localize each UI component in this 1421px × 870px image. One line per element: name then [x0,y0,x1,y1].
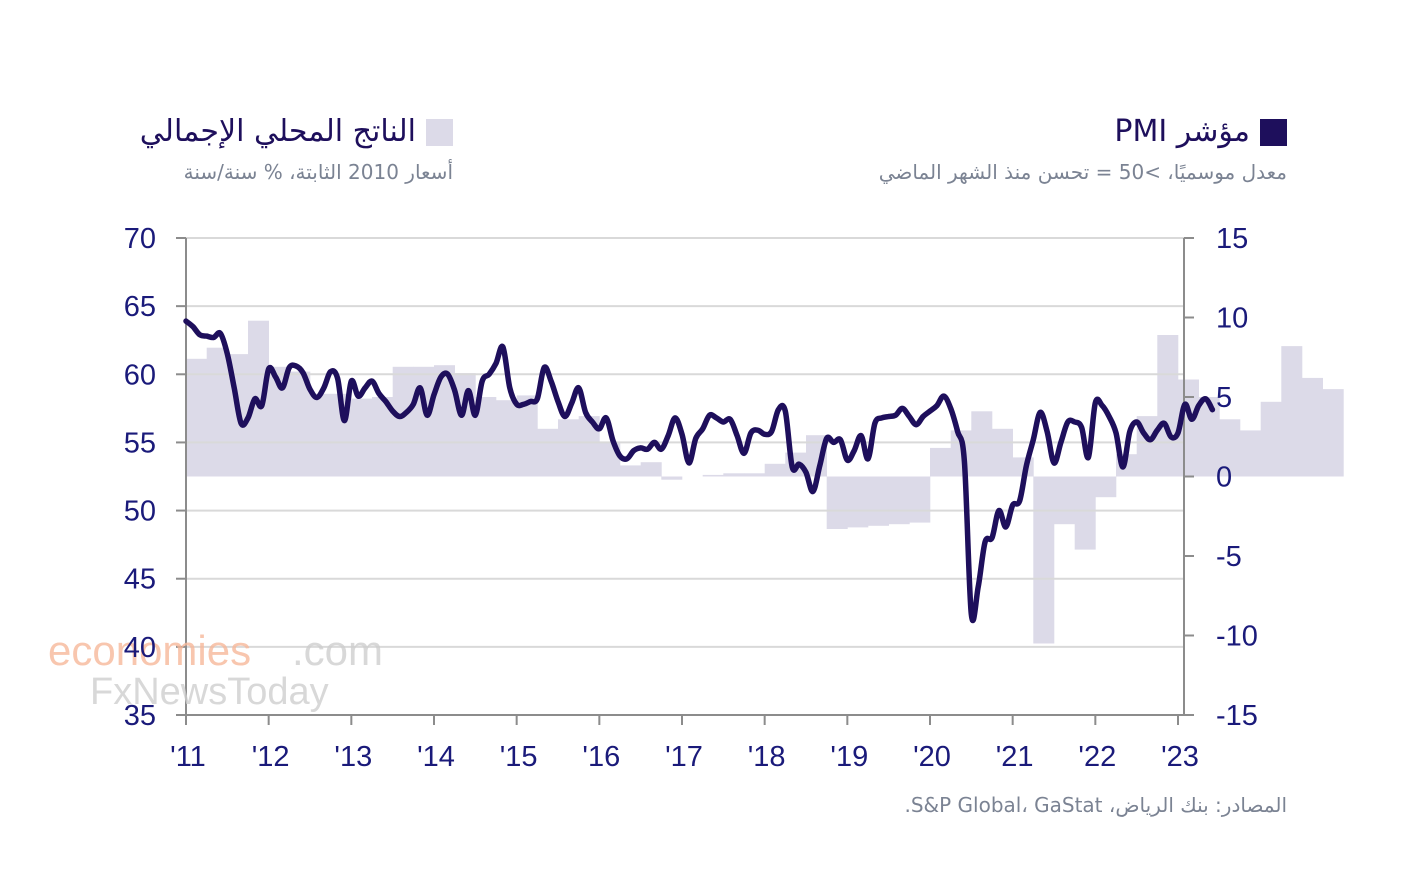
gdp-bar [289,371,311,477]
gdp-bar [392,366,414,477]
right-axis-tick-label: 0 [1216,462,1232,494]
gdp-bar [578,416,600,477]
left-axis-tick-label: 70 [124,223,156,255]
x-axis-tick-label: '15 [500,741,538,773]
gdp-bar [351,398,373,477]
gdp-bar [1281,346,1303,477]
gdp-bar [620,465,641,477]
left-axis-tick-label: 45 [124,564,156,596]
gdp-bar [971,411,993,477]
gdp-bar [475,397,497,477]
gdp-bar [413,366,435,477]
gdp-bar [1054,476,1075,525]
left-axis-tick-label: 35 [124,700,156,732]
pmi-swatch-icon [1260,118,1287,146]
legend-gdp-subtitle: أسعار 2010 الثابتة، % سنة/سنة [183,160,453,184]
x-axis-tick-label: '13 [334,741,372,773]
watermark-economies: economies [48,627,251,674]
gdp-bar [723,473,745,477]
left-axis-tick-label: 60 [124,359,156,391]
x-axis-tick-label: '17 [665,741,703,773]
legend-pmi: مؤشر PMI معدل موسميًا، >50 = تحسن منذ ال… [879,112,1287,186]
gdp-bar [744,473,765,477]
gdp-bar [661,476,683,480]
legend-gdp-title-row: الناتج المحلي الإجمالي [140,112,453,152]
gdp-bars [186,320,1344,644]
watermark-fxnewstoday: FxNewsToday [90,671,329,713]
pmi-line [183,318,1216,624]
gdp-bar [268,366,290,477]
legend-gdp-title: الناتج المحلي الإجمالي [139,114,416,149]
gdp-bar [310,393,331,477]
legend-pmi-title-row: مؤشر PMI [879,112,1287,152]
gdp-bar [930,447,951,477]
right-axis-tick-label: -15 [1216,700,1258,732]
gdp-bar [1302,377,1323,477]
gdp-bar [1219,419,1241,477]
right-axis-tick-label: -10 [1216,621,1258,653]
right-axis-tick-label: 15 [1216,223,1248,255]
gdp-bar [640,462,662,477]
gdp-bar [206,347,228,477]
watermark-dotcom: .com [292,627,383,674]
gdp-bar [1240,430,1261,477]
gdp-bar [868,476,889,526]
left-axis-tick-label: 55 [124,427,156,459]
gdp-bar [1157,335,1179,477]
x-axis-tick-label: '14 [417,741,455,773]
gdp-bar [516,395,538,477]
x-axis-tick-label: '23 [1161,741,1199,773]
x-axis-tick-label: '18 [748,741,786,773]
gdp-swatch-icon [426,118,453,146]
gdp-bar [454,373,476,477]
gdp-bar [558,419,579,477]
legend-gdp: الناتج المحلي الإجمالي أسعار 2010 الثابت… [140,112,453,186]
gdp-bar [847,476,869,528]
gdp-bar [1260,401,1282,477]
legend-pmi-title: مؤشر PMI [1114,114,1250,149]
gdp-bar [1322,389,1344,477]
gdp-bar [1074,476,1096,550]
left-axis-tick-label: 65 [124,291,156,323]
gdp-bar [496,400,517,477]
gdp-bar [372,397,393,477]
gdp-bar [826,476,848,529]
x-axis-tick-label: '21 [996,741,1034,773]
gdp-bar [1198,397,1220,477]
gdp-bar [1033,476,1055,644]
gdp-bar [1095,476,1117,498]
gdp-bar [702,474,724,477]
gdp-bar [992,428,1013,477]
x-axis-tick-label: '16 [582,741,620,773]
right-axis-tick-label: 10 [1216,303,1248,335]
x-axis-tick-label: '19 [830,741,868,773]
x-axis-tick-label: '22 [1078,741,1116,773]
gdp-bar [764,463,786,477]
right-axis-tick-label: 5 [1216,382,1232,414]
left-axis-tick-label: 40 [124,632,156,664]
x-axis-tick-label: '11 [170,741,206,773]
legend-pmi-subtitle: معدل موسميًا، >50 = تحسن منذ الشهر الماض… [878,160,1287,184]
gdp-bar [434,365,455,477]
x-axis-tick-label: '12 [252,741,290,773]
watermark: economies .com FxNewsToday [48,627,383,713]
gdp-bar [888,476,910,525]
gdp-bar [186,358,207,477]
gdp-bar [909,476,931,523]
right-axis-tick-label: -5 [1216,541,1242,573]
gdp-bar [537,428,559,477]
source-note: المصادر: بنك الرياض، S&P Global، GaStat. [904,793,1287,817]
x-axis-tick-label: '20 [913,741,951,773]
left-axis-tick-label: 50 [124,496,156,528]
